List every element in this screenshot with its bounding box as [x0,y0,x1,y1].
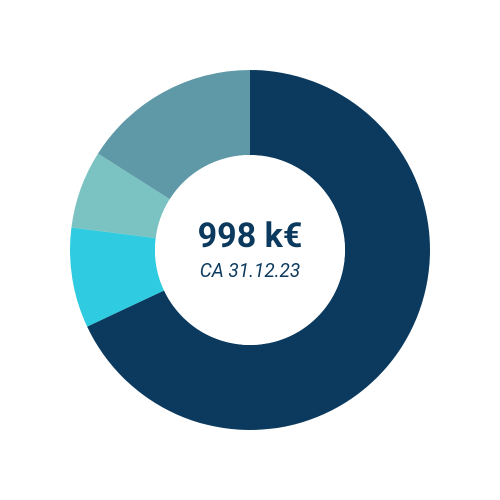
donut-chart [60,60,440,440]
donut-chart-wrap: 998 k€ CA 31.12.23 [60,60,440,440]
donut-hole [155,155,345,345]
